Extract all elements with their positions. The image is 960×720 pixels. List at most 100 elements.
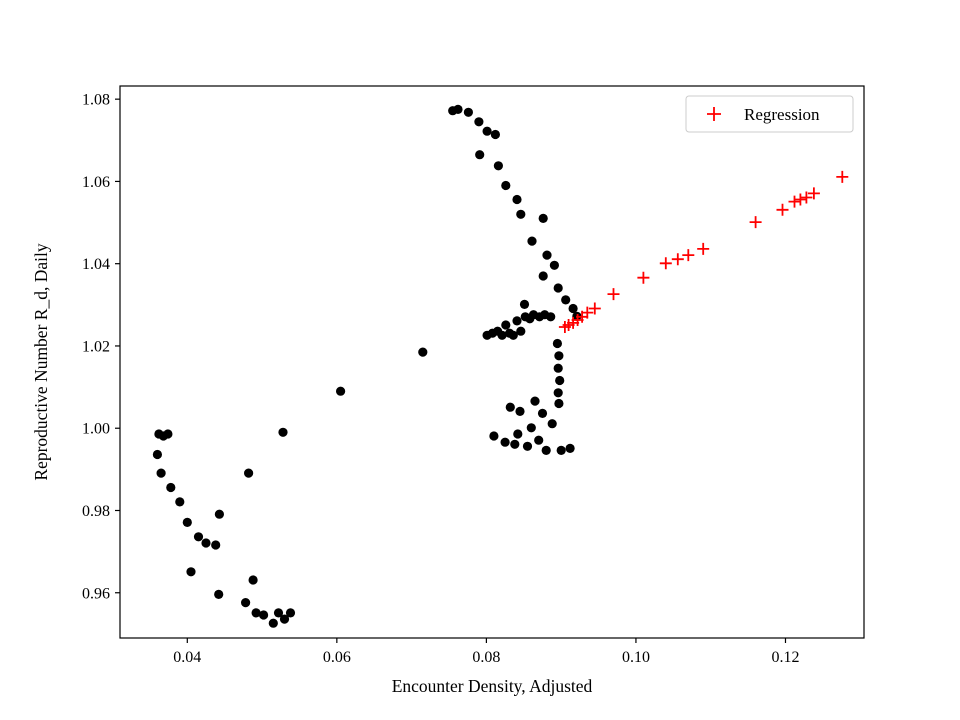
data-point [538, 271, 548, 281]
regression-point-plus-icon [776, 203, 789, 216]
regression-point-plus-icon [581, 306, 594, 319]
data-series [152, 104, 582, 628]
regression-point-plus-icon [588, 302, 601, 315]
data-point [163, 429, 173, 439]
x-tick-label: 0.06 [323, 649, 351, 666]
x-tick-label: 0.12 [771, 649, 799, 666]
data-point [474, 117, 484, 127]
data-point [166, 482, 176, 493]
data-point [501, 180, 511, 191]
data-point [279, 614, 290, 624]
data-point [497, 330, 507, 340]
data-point [201, 538, 211, 548]
data-point [516, 326, 526, 336]
data-point [513, 429, 523, 439]
data-point [156, 468, 166, 478]
data-point [418, 347, 428, 357]
regression-point-plus-icon [788, 195, 801, 208]
regression-point-plus-icon [807, 187, 820, 200]
x-tick-label: 0.08 [472, 649, 500, 666]
data-point [561, 295, 571, 305]
regression-point-plus-icon [697, 242, 710, 255]
data-point [244, 468, 254, 478]
data-point [565, 443, 575, 453]
data-point [553, 363, 563, 373]
data-point [273, 608, 284, 618]
legend-plus-marker-icon [707, 107, 721, 121]
data-point [285, 608, 296, 618]
data-point [211, 540, 221, 550]
data-point [515, 406, 525, 416]
data-point [522, 441, 533, 451]
regression-point-plus-icon [682, 249, 695, 262]
data-point [193, 532, 204, 542]
data-point [555, 375, 565, 386]
data-point [214, 509, 224, 519]
data-point [516, 209, 526, 219]
data-point [554, 351, 564, 361]
x-tick-label: 0.10 [622, 649, 650, 666]
data-point [336, 386, 346, 396]
data-point [182, 517, 192, 528]
y-tick-label: 0.96 [82, 585, 110, 602]
axes-frame [119, 85, 865, 639]
data-point [493, 161, 503, 171]
data-point [568, 303, 578, 314]
regression-point-plus-icon [794, 193, 807, 206]
data-point [549, 260, 560, 270]
data-point [534, 435, 544, 445]
data-point [554, 398, 564, 409]
data-point [490, 129, 500, 140]
data-point [259, 610, 269, 620]
y-tick-label: 1.04 [82, 256, 110, 273]
regression-series [558, 170, 849, 333]
data-point [482, 126, 492, 136]
data-point [251, 608, 261, 618]
data-point [556, 445, 566, 455]
data-point [463, 107, 473, 117]
data-point [547, 419, 557, 429]
data-point [175, 497, 185, 507]
data-point [508, 330, 518, 340]
regression-point-plus-icon [671, 253, 684, 266]
data-point [475, 150, 485, 160]
regression-point-plus-icon [637, 271, 650, 284]
legend-label: Regression [744, 105, 820, 124]
data-point [241, 598, 251, 608]
y-tick-label: 1.00 [82, 421, 110, 438]
legend-box [685, 95, 854, 133]
regression-point-plus-icon [659, 257, 672, 270]
x-tick-label: 0.04 [173, 649, 201, 666]
data-point [537, 408, 548, 418]
data-point [501, 320, 511, 330]
regression-point-plus-icon [749, 216, 762, 229]
regression-point-plus-icon [836, 170, 849, 183]
y-tick-label: 0.98 [82, 503, 110, 520]
data-point [512, 194, 522, 205]
data-point [546, 312, 556, 322]
data-point [527, 236, 537, 246]
data-point [489, 431, 499, 441]
data-point [505, 402, 515, 412]
data-point [500, 437, 510, 447]
y-tick-label: 1.06 [82, 174, 110, 191]
data-point [186, 567, 196, 577]
data-point [541, 445, 551, 455]
data-point [553, 388, 563, 398]
data-point [248, 575, 258, 585]
legend: Regression [685, 95, 854, 133]
data-point [552, 338, 563, 349]
data-point [530, 396, 540, 406]
y-tick-label: 1.08 [82, 92, 110, 109]
data-point [152, 449, 162, 460]
regression-point-plus-icon [607, 288, 620, 301]
y-tick-label: 1.02 [82, 338, 110, 355]
data-point [214, 589, 224, 600]
data-point [538, 213, 548, 223]
regression-point-plus-icon [800, 191, 813, 204]
data-point [268, 618, 278, 628]
data-point [519, 299, 530, 309]
x-axis-label: Encounter Density, Adjusted [392, 676, 593, 696]
